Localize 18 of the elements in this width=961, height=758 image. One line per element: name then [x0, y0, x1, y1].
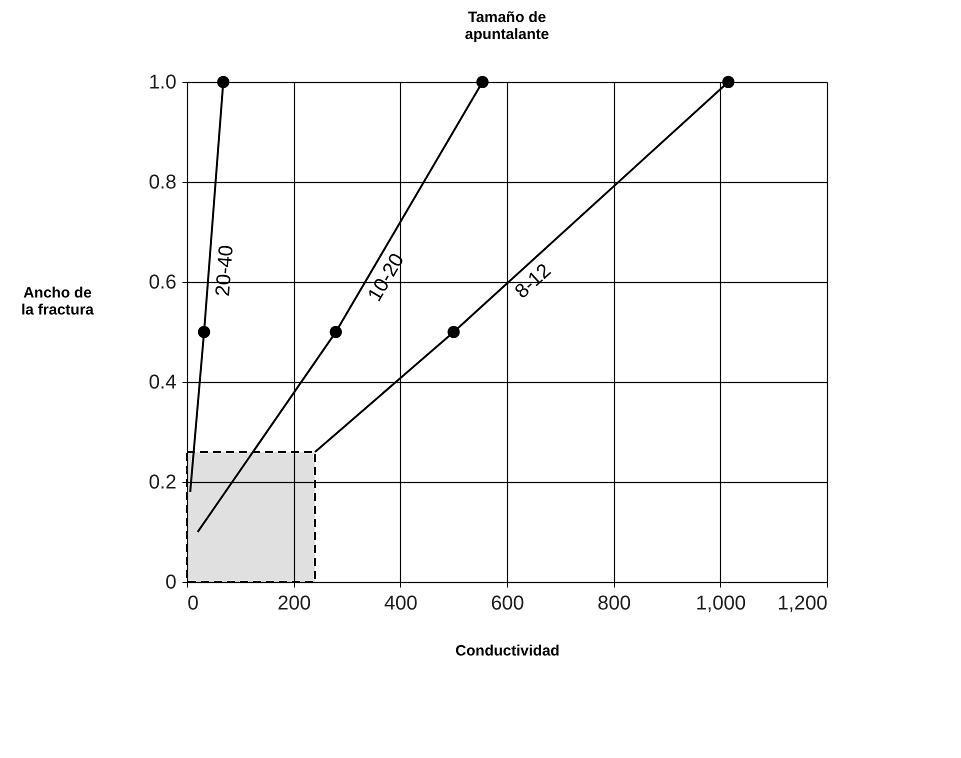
x-axis-title: Conductividad [455, 642, 560, 660]
y-tick-label: 0.4 [148, 372, 176, 394]
x-tick-label: 1,200 [777, 592, 828, 614]
x-tick-label: 200 [277, 592, 311, 614]
x-tick-label: 0 [188, 592, 199, 614]
y-tick-label: 0 [165, 572, 176, 594]
chart-title: Tamaño de apuntalante [464, 9, 550, 43]
x-tick-label: 600 [490, 592, 524, 614]
y-tick-label: 0.8 [148, 172, 176, 194]
y-tick-label: 1.0 [148, 72, 176, 94]
text: 8-12 [510, 260, 556, 303]
text: 20-40 [212, 244, 238, 298]
y-tick-label: 0.2 [148, 472, 176, 494]
y-axis-title: Ancho de la fractura [21, 284, 94, 318]
x-tick-label: 400 [384, 592, 418, 614]
y-tick-label: 0.6 [148, 272, 176, 294]
x-tick-label: 800 [597, 592, 631, 614]
x-tick-label: 1,000 [696, 592, 746, 614]
